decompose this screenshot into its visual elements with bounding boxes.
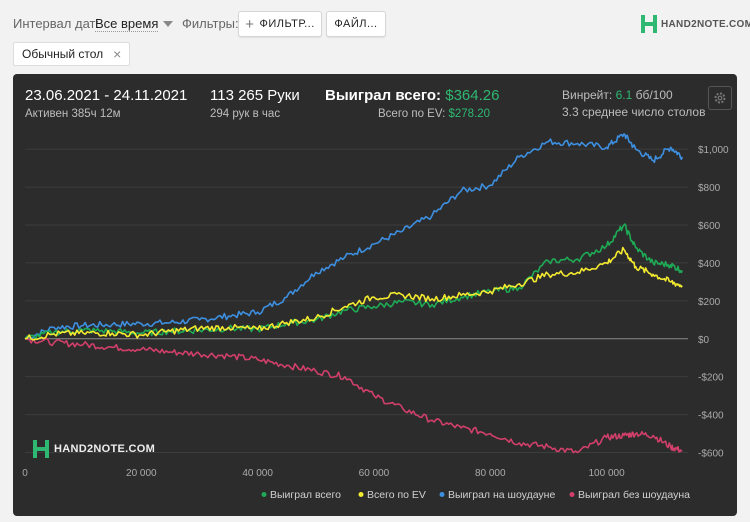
- legend-item-label[interactable]: Выиграл на шоудауне: [448, 489, 555, 501]
- y-tick-label: -$200: [698, 373, 724, 384]
- series-line-won-total: [24, 223, 683, 340]
- results-chart: -$600 -$400 -$200 $0 $200 $400 $600 $800 $1,000 0…: [22, 133, 729, 501]
- y-tick-label: -$600: [698, 449, 724, 460]
- legend-marker: [358, 492, 364, 497]
- series-line-showdown: [24, 133, 683, 340]
- close-icon[interactable]: ×: [113, 46, 122, 62]
- file-button-label: ФАЙЛ...: [334, 18, 378, 30]
- hand2note-logo-icon: [641, 15, 657, 33]
- legend-marker: [439, 492, 445, 497]
- add-filter-button[interactable]: + ФИЛЬТР...: [238, 11, 322, 37]
- winrate-value: 6.1: [615, 88, 633, 102]
- filters-label: Фильтры:: [182, 16, 239, 31]
- won-total-value: $364.26: [445, 87, 500, 104]
- active-time: Активен 385ч 12м: [25, 108, 121, 120]
- y-tick-label: $1,000: [698, 145, 729, 156]
- chart-watermark-text: HAND2NOTE.COM: [54, 443, 156, 455]
- date-interval-value: Все время: [95, 16, 159, 32]
- avg-tables: 3.3 среднее число столов: [562, 105, 706, 119]
- x-tick-label: 100 000: [589, 468, 626, 479]
- series-line-non-showdown: [24, 337, 683, 454]
- y-tick-label: $0: [698, 335, 710, 346]
- y-tick-label: $400: [698, 259, 721, 270]
- y-tick-label: $200: [698, 297, 721, 308]
- date-range: 23.06.2021 - 24.11.2021: [25, 87, 188, 104]
- watermark-logo-icon: [33, 440, 49, 458]
- series-line-ev-total: [24, 246, 683, 341]
- active-filter-chip-label: Обычный стол: [22, 47, 104, 61]
- won-total-label: Выиграл всего:: [325, 87, 442, 104]
- legend-item-label[interactable]: Всего по EV: [367, 489, 426, 501]
- x-tick-label: 60 000: [359, 468, 390, 479]
- won-total-stat: Выиграл всего: $364.26: [325, 87, 499, 104]
- winrate-label: Винрейт:: [562, 88, 613, 102]
- hands-per-hour: 294 рук в час: [210, 108, 281, 120]
- x-tick-label: 40 000: [242, 468, 273, 479]
- ev-total-stat: Всего по EV: $278.20: [378, 108, 490, 120]
- settings-button[interactable]: [708, 86, 732, 110]
- x-tick-label: 20 000: [126, 468, 157, 479]
- y-tick-label: $800: [698, 183, 721, 194]
- brand-logo: HAND2NOTE.COM: [641, 15, 750, 33]
- top-filter-bar: Интервал дат: Все время Фильтры: + ФИЛЬТ…: [0, 0, 750, 70]
- chevron-down-icon: [163, 21, 174, 27]
- ev-total-value: $278.20: [448, 108, 491, 120]
- date-interval-label: Интервал дат:: [13, 16, 100, 31]
- legend-item-label[interactable]: Выиграл без шоудауна: [578, 489, 690, 501]
- date-interval-dropdown[interactable]: Все время: [95, 16, 174, 32]
- legend-item-label[interactable]: Выиграл всего: [270, 489, 341, 501]
- winrate-unit: бб/100: [635, 88, 673, 102]
- winrate-stat: Винрейт: 6.1 бб/100: [562, 88, 673, 102]
- gear-icon: [714, 92, 726, 104]
- y-tick-label: -$400: [698, 411, 724, 422]
- legend-marker: [261, 492, 267, 497]
- x-tick-label: 80 000: [475, 468, 506, 479]
- hands-count: 113 265 Руки: [210, 87, 300, 104]
- x-tick-label: 0: [22, 468, 28, 479]
- legend-marker: [569, 492, 575, 497]
- active-filter-chip[interactable]: Обычный стол ×: [13, 42, 131, 66]
- chart-watermark: HAND2NOTE.COM: [33, 440, 155, 458]
- ev-total-label: Всего по EV:: [378, 108, 446, 120]
- add-filter-button-label: ФИЛЬТР...: [259, 18, 315, 30]
- y-tick-label: $600: [698, 221, 721, 232]
- file-button[interactable]: ФАЙЛ...: [326, 11, 386, 37]
- plus-icon: +: [245, 15, 255, 33]
- graph-panel: 23.06.2021 - 24.11.2021 Активен 385ч 12м…: [13, 74, 737, 516]
- brand-logo-text: HAND2NOTE.COM: [661, 18, 750, 30]
